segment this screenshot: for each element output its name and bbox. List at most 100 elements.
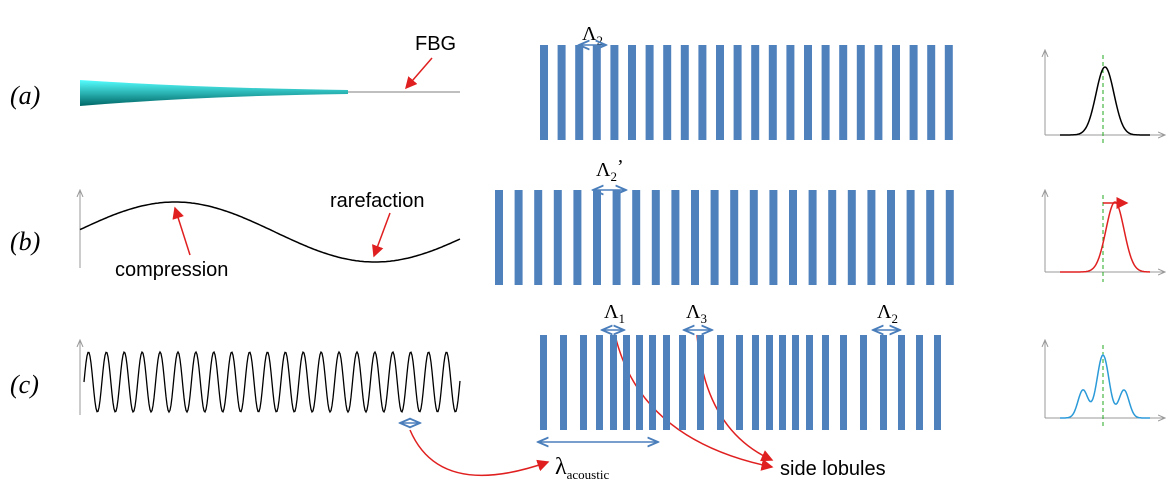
grating-bar: [663, 45, 671, 140]
compression-label: compression: [115, 259, 228, 281]
wavelength-label: λacoustic: [555, 454, 609, 482]
fiber-taper: [80, 80, 348, 106]
grating-bar: [610, 45, 618, 140]
grating-bar: [860, 335, 867, 430]
grating-bar: [495, 190, 503, 285]
grating-bar: [717, 335, 724, 430]
grating-bar: [652, 190, 660, 285]
grating-bar: [540, 335, 547, 430]
spectrum: [1060, 355, 1150, 418]
grating-bar: [926, 190, 934, 285]
symbol: Λ: [596, 159, 611, 181]
grating-bar: [734, 45, 742, 140]
grating-bar: [822, 335, 829, 430]
grating-bar: [596, 335, 603, 430]
grating-bar: [898, 335, 905, 430]
side-lobules-label: side lobules: [780, 458, 886, 480]
grating-bar: [752, 335, 759, 430]
grating-bar: [946, 190, 954, 285]
grating-bar: [628, 45, 636, 140]
period-label: Λ2: [877, 301, 898, 326]
grating-bar: [769, 190, 777, 285]
grating-bar: [649, 335, 656, 430]
grating-bar: [822, 45, 830, 140]
arrow: [410, 430, 548, 475]
grating-bar: [848, 190, 856, 285]
row-label: (c): [10, 370, 39, 399]
subscript: 3: [701, 311, 708, 326]
rarefaction-label: rarefaction: [330, 190, 425, 212]
grating-bar: [698, 45, 706, 140]
grating-bar: [927, 45, 935, 140]
grating-bar: [736, 335, 743, 430]
symbol: Λ: [582, 23, 597, 45]
symbol: λ: [555, 454, 567, 480]
arrow: [374, 213, 390, 256]
grating-bar: [554, 190, 562, 285]
grating-bar: [663, 335, 670, 430]
grating-bar: [840, 335, 847, 430]
row-label: (a): [10, 81, 40, 110]
grating-bar: [558, 45, 566, 140]
symbol: Λ: [877, 301, 892, 323]
grating-bar: [681, 45, 689, 140]
grating-bar: [934, 335, 941, 430]
grating-bar: [575, 45, 583, 140]
grating-bar: [560, 335, 567, 430]
grating-bar: [857, 45, 865, 140]
grating-bar: [789, 190, 797, 285]
prime: ’: [617, 156, 624, 178]
grating-bar: [828, 190, 836, 285]
grating-bar: [593, 190, 601, 285]
grating-bar: [679, 335, 686, 430]
grating-bar: [711, 190, 719, 285]
subscript: 2: [892, 311, 899, 326]
arrow: [406, 58, 432, 88]
arrow: [175, 208, 190, 255]
grating-bar: [880, 335, 887, 430]
fbg-label: FBG: [415, 33, 456, 55]
grating-bar: [874, 45, 882, 140]
grating-bar: [910, 45, 918, 140]
period-label: Λ2’: [596, 156, 624, 184]
row-label: (b): [10, 227, 40, 256]
spectrum: [1060, 202, 1150, 272]
grating-bar: [769, 45, 777, 140]
grating-bar: [515, 190, 523, 285]
grating-bar: [716, 45, 724, 140]
grating-bar: [540, 45, 548, 140]
spectrum: [1060, 67, 1150, 135]
diagram: (a) (b) (c) FBG rarefaction compression …: [0, 0, 1173, 482]
grating-bar: [730, 190, 738, 285]
grating-bar: [623, 335, 630, 430]
grating-bar: [809, 190, 817, 285]
grating-bar: [839, 45, 847, 140]
grating-bar: [806, 335, 813, 430]
subscript: 1: [619, 311, 626, 326]
grating-bar: [945, 45, 953, 140]
grating-bar: [646, 45, 654, 140]
arrow: [697, 335, 772, 460]
grating-bar: [671, 190, 679, 285]
grating-bar: [916, 335, 923, 430]
generated-shapes: [80, 45, 1165, 430]
grating-bar: [892, 45, 900, 140]
grating-bar: [786, 45, 794, 140]
grating-bar: [610, 335, 617, 430]
acoustic-wave: [84, 352, 460, 412]
grating-bar: [580, 335, 587, 430]
grating-bar: [887, 190, 895, 285]
grating-bar: [593, 45, 601, 140]
grating-bar: [613, 190, 621, 285]
grating-bar: [766, 335, 773, 430]
period-label: Λ3: [686, 301, 707, 326]
grating-bar: [632, 190, 640, 285]
grating-bar: [573, 190, 581, 285]
grating-bar: [751, 45, 759, 140]
symbol: Λ: [686, 301, 701, 323]
grating-bar: [534, 190, 542, 285]
subscript: acoustic: [567, 467, 610, 482]
grating-bar: [792, 335, 799, 430]
grating-bar: [636, 335, 643, 430]
grating-bar: [697, 335, 704, 430]
